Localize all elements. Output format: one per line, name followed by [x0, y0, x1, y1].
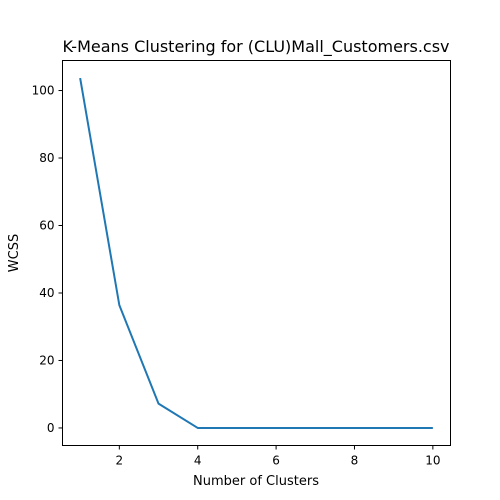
- y-tick-label: 20: [39, 353, 54, 367]
- x-tick-label: 2: [116, 454, 124, 468]
- x-axis: 2 4 6 8 10: [116, 445, 441, 468]
- chart-title: K-Means Clustering for (CLU)Mall_Custome…: [62, 37, 449, 57]
- y-tick-label: 40: [39, 286, 54, 300]
- y-tick-label: 60: [39, 219, 54, 233]
- x-tick-label: 4: [194, 454, 202, 468]
- y-tick-label: 80: [39, 151, 54, 165]
- plot-frame: [62, 60, 451, 446]
- y-tick-label: 0: [47, 421, 55, 435]
- x-axis-label: Number of Clusters: [193, 474, 319, 489]
- x-tick-label: 6: [272, 454, 280, 468]
- y-axis-label: WCSS: [7, 234, 22, 272]
- series-layer: [79, 77, 433, 429]
- y-tick-label: 100: [32, 84, 55, 98]
- y-axis: 0 20 40 60 80 100: [32, 84, 63, 435]
- x-tick-label: 8: [351, 454, 359, 468]
- series-line: [79, 77, 433, 429]
- x-tick-label: 10: [425, 454, 440, 468]
